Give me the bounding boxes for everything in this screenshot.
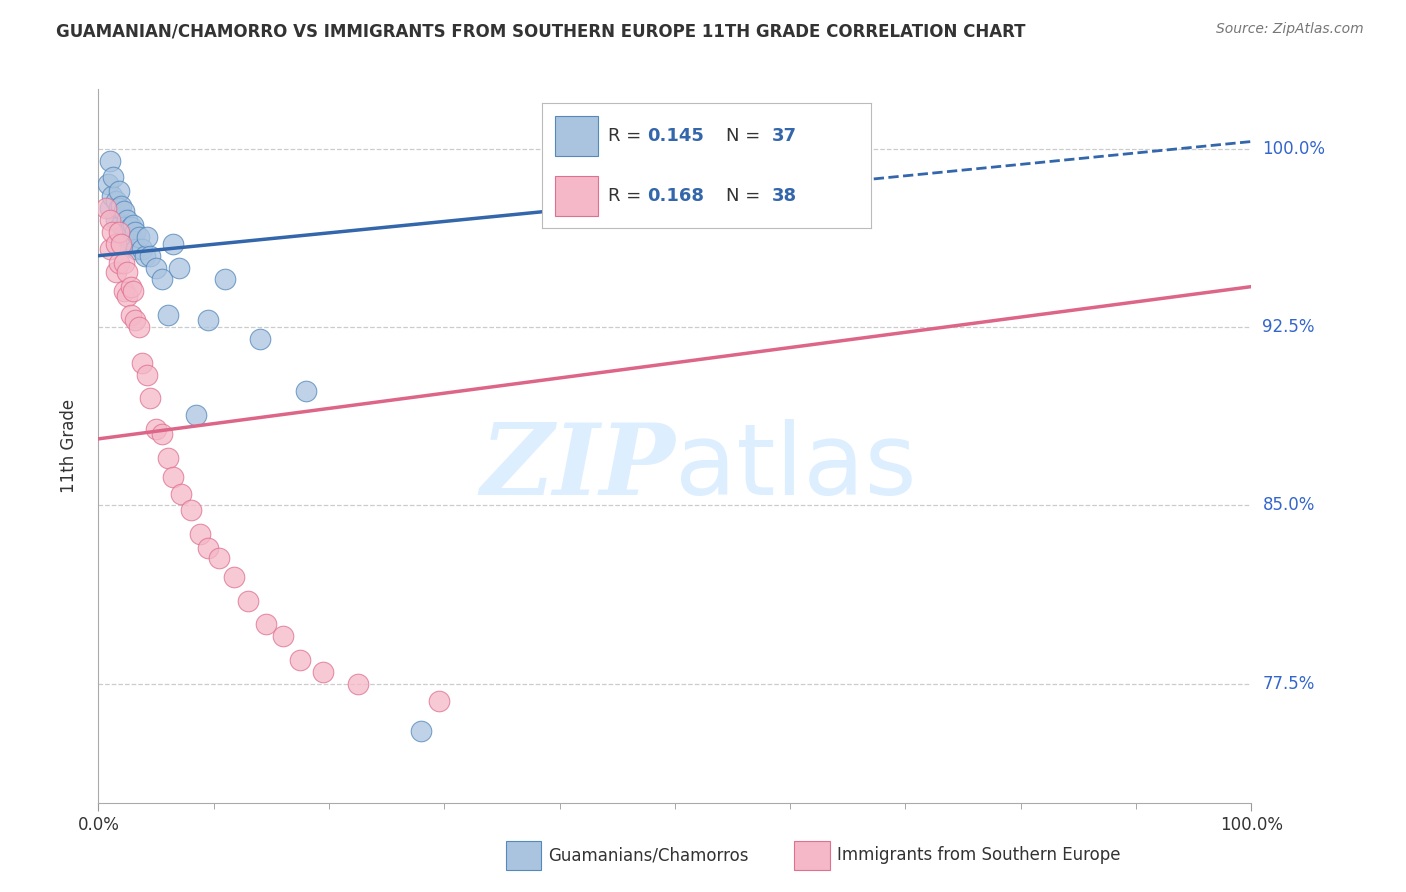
Point [122,285,145,299]
Point [104,265,127,279]
Point [117,213,138,227]
Point [101,189,124,203]
Point [112,285,135,299]
Point [103,170,125,185]
Point [117,229,138,244]
Point [120,308,142,322]
Text: 100.0%: 100.0% [1263,140,1326,158]
Point [108,256,131,270]
Point [271,629,294,643]
Point [139,392,162,406]
Point [197,313,219,327]
Point [145,260,167,275]
Point [98,242,121,256]
Point [249,332,271,346]
Point [104,213,127,227]
Point [128,320,150,334]
Point [295,384,318,399]
Point [411,724,433,739]
Text: ZIP: ZIP [479,419,675,516]
Point [427,693,450,707]
Point [346,677,368,691]
Point [214,272,236,286]
Point [139,249,162,263]
Point [238,593,260,607]
Point [117,289,138,303]
Point [312,665,335,679]
Point [122,218,145,232]
Text: Immigrants from Southern Europe: Immigrants from Southern Europe [837,847,1121,864]
Point [98,153,121,168]
Point [131,242,153,256]
Point [162,236,184,251]
Text: atlas: atlas [675,419,917,516]
Point [120,236,142,251]
Point [108,201,131,215]
Point [112,220,135,235]
Point [162,470,184,484]
Point [131,356,153,370]
Point [156,308,179,322]
Point [197,541,219,556]
Point [224,570,246,584]
Point [150,427,173,442]
Point [108,185,131,199]
Point [290,653,312,667]
Point [180,503,202,517]
Point [98,213,121,227]
Point [150,272,173,286]
Point [134,249,156,263]
Text: GUAMANIAN/CHAMORRO VS IMMIGRANTS FROM SOUTHERN EUROPE 11TH GRADE CORRELATION CHA: GUAMANIAN/CHAMORRO VS IMMIGRANTS FROM SO… [56,22,1026,40]
Text: 92.5%: 92.5% [1263,318,1315,336]
Text: Guamanians/Chamorros: Guamanians/Chamorros [548,847,749,864]
Point [104,194,127,208]
Point [170,486,193,500]
Point [108,225,131,239]
Point [208,550,231,565]
Point [110,199,132,213]
Point [188,527,211,541]
Point [156,450,179,465]
Point [125,242,148,256]
Point [135,368,157,382]
Y-axis label: 11th Grade: 11th Grade [59,399,77,493]
Point [167,260,190,275]
Point [128,229,150,244]
Point [98,201,121,215]
Point [110,236,132,251]
Point [112,203,135,218]
Text: 85.0%: 85.0% [1263,497,1315,515]
Point [117,265,138,279]
Point [124,225,146,239]
Point [186,408,208,422]
Point [122,235,145,249]
Point [110,218,132,232]
Text: Source: ZipAtlas.com: Source: ZipAtlas.com [1216,22,1364,37]
Point [112,256,135,270]
Point [97,178,120,192]
Point [254,617,277,632]
Point [96,201,118,215]
Point [101,225,124,239]
Text: 77.5%: 77.5% [1263,675,1315,693]
Point [104,236,127,251]
Point [124,313,146,327]
Point [120,220,142,235]
Point [135,229,157,244]
Point [120,279,142,293]
Point [145,422,167,436]
